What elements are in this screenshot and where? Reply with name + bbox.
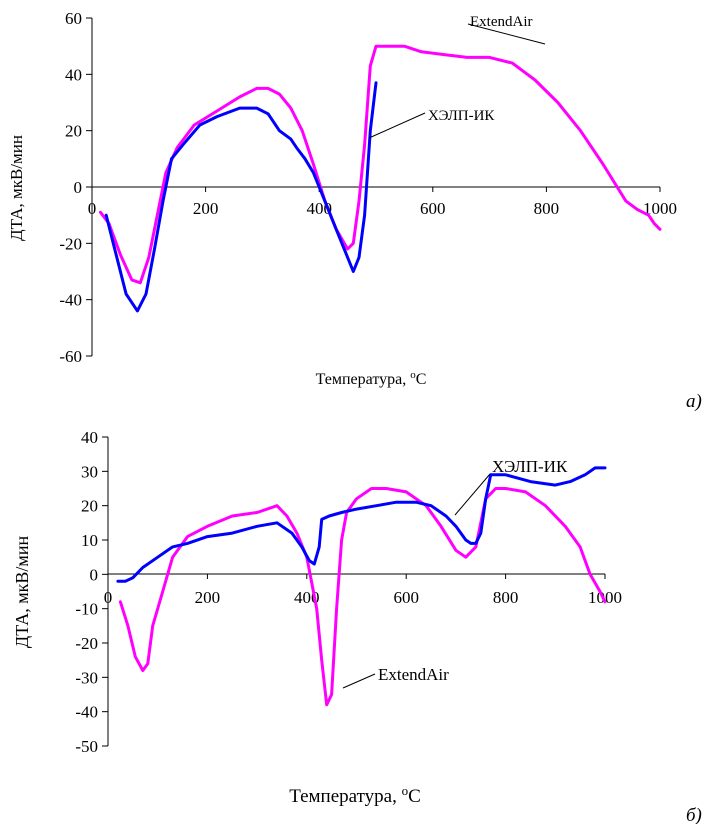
chart-a-khelp-leader bbox=[368, 112, 426, 139]
chart-b-series bbox=[116, 466, 607, 707]
chart-b-khelp-annotation: ХЭЛП-ИК bbox=[492, 457, 568, 476]
chart-a-y-tick-label: -60 bbox=[59, 347, 82, 366]
chart-a-x-tick-label: 0 bbox=[88, 199, 97, 218]
chart-b-y-tick-label: -50 bbox=[75, 737, 98, 756]
chart-b-x-tick-label: 800 bbox=[493, 588, 519, 607]
chart-b-series-khelp-ik-line bbox=[116, 466, 607, 583]
chart-a-y-tick-label: 60 bbox=[65, 9, 82, 28]
chart-b-y-tick-label: -30 bbox=[75, 668, 98, 687]
chart-a-y-tick-label: 20 bbox=[65, 122, 82, 141]
chart-b-panel-label: б) bbox=[686, 805, 702, 824]
chart-a-extendair-annotation: ExtendAir bbox=[470, 14, 532, 30]
chart-b-y-tick-label: -10 bbox=[75, 600, 98, 619]
chart-b-x-ticks: 0 200 400 600 800 1000 bbox=[104, 574, 622, 607]
chart-a-x-ticks: 0 200 400 600 800 1000 bbox=[88, 187, 677, 218]
chart-b-x-tick-label: 200 bbox=[195, 588, 221, 607]
chart-a-series-extendair-line bbox=[99, 44, 662, 285]
chart-b-y-tick-label: 10 bbox=[81, 531, 98, 550]
chart-a-khelp-annotation: ХЭЛП-ИК bbox=[428, 108, 495, 124]
chart-b-y-ticks: 40 30 20 10 0 -10 -20 -30 -40 -50 bbox=[75, 428, 108, 756]
chart-b-extendair-leader bbox=[342, 673, 376, 689]
chart-a-x-tick-label: 600 bbox=[420, 199, 446, 218]
chart-b-x-axis-label: Температура, оС bbox=[289, 783, 421, 807]
chart-b-y-tick-label: 30 bbox=[81, 462, 98, 481]
chart-b-y-tick-label: 40 bbox=[81, 428, 98, 447]
chart-b-x-tick-label: 600 bbox=[393, 588, 419, 607]
chart-b-series-extendair-line bbox=[118, 487, 607, 707]
chart-a-y-tick-label: 0 bbox=[74, 178, 83, 197]
chart-a-x-tick-label: 800 bbox=[534, 199, 560, 218]
chart-b-y-tick-label: 20 bbox=[81, 497, 98, 516]
chart-a-x-tick-label: 1000 bbox=[643, 199, 677, 218]
chart-a-y-axis-label: ДТА, мкВ/мин bbox=[7, 135, 26, 241]
chart-b-y-tick-label: -40 bbox=[75, 703, 98, 722]
chart-b-y-axis-label: ДТА, мкВ/мин bbox=[12, 536, 32, 649]
chart-b-extendair-annotation: ExtendAir bbox=[378, 665, 449, 684]
chart-a-y-tick-label: -40 bbox=[59, 291, 82, 310]
chart-a-series bbox=[99, 44, 662, 313]
chart-b-y-tick-label: 0 bbox=[90, 565, 99, 584]
chart-a-y-tick-label: -20 bbox=[59, 234, 82, 253]
chart-a-y-ticks: 60 40 20 0 -20 -40 -60 bbox=[59, 9, 92, 366]
chart-b-khelp-leader bbox=[454, 473, 491, 516]
chart-b-x-tick-label: 1000 bbox=[588, 588, 622, 607]
chart-b-x-tick-label: 0 bbox=[104, 588, 113, 607]
chart-a-x-tick-label: 200 bbox=[193, 199, 219, 218]
chart-a-series-khelp-ik-line bbox=[104, 81, 378, 313]
chart-b-y-tick-label: -20 bbox=[75, 634, 98, 653]
chart-a-extendair-leader bbox=[467, 23, 546, 45]
chart-a-y-tick-label: 40 bbox=[65, 65, 82, 84]
chart-a-panel-label: а) bbox=[686, 391, 702, 412]
chart-a-x-axis-label: Температура, оС bbox=[316, 369, 427, 388]
